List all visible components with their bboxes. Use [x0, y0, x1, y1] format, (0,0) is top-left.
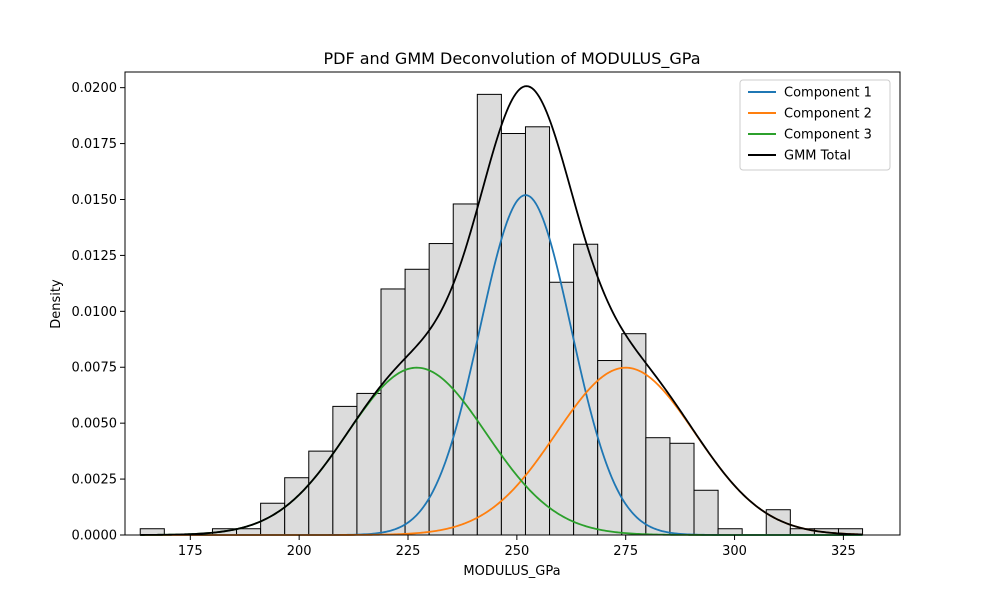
y-tick-label-4: 0.0100 — [72, 305, 118, 320]
y-tick-label-1: 0.0025 — [72, 473, 118, 488]
y-tick-label-3: 0.0075 — [72, 361, 118, 376]
histogram-bar-11 — [404, 268, 430, 536]
histogram-bar-24 — [717, 528, 743, 536]
x-tick-label-275: 275 — [613, 544, 638, 559]
y-axis-label: Density — [49, 279, 64, 329]
series-line-gmm-total — [140, 85, 863, 536]
histogram-bar-22 — [669, 442, 695, 536]
histogram-bar-23 — [693, 489, 719, 536]
histogram-bar-26 — [765, 509, 791, 536]
y-tick-label-5: 0.0125 — [72, 249, 118, 264]
x-tick-label-200: 200 — [287, 544, 312, 559]
histogram-bar-10 — [380, 288, 406, 536]
axes-frame — [124, 71, 901, 536]
histogram-bar-13 — [452, 203, 478, 536]
x-tick-label-225: 225 — [396, 544, 421, 559]
x-tick-label-175: 175 — [178, 544, 203, 559]
x-tick-label-300: 300 — [722, 544, 747, 559]
legend: Component 1 Component 2 Component 3 GMM Tot… — [739, 79, 891, 171]
y-tick-label-7: 0.0175 — [72, 137, 118, 152]
legend-label-1: Component 2 — [784, 107, 872, 122]
histogram-bar-15 — [500, 133, 526, 536]
axes: 175 200 225 250 275 300 325 0.0000 0.0025 0.0050 0… — [72, 71, 901, 559]
y-tick-label-6: 0.0150 — [72, 193, 118, 208]
y-tick-label-2: 0.0050 — [72, 417, 118, 432]
x-tick-label-250: 250 — [504, 544, 529, 559]
y-tick-label-8: 0.0200 — [72, 81, 118, 96]
legend-label-0: Component 1 — [784, 86, 872, 101]
legend-label-2: Component 3 — [784, 128, 872, 143]
y-tick-label-0: 0.0000 — [72, 529, 118, 544]
histogram-bar-6 — [284, 477, 310, 536]
x-axis-label: MODULUS_GPa — [463, 564, 560, 579]
legend-box — [739, 79, 891, 171]
histogram-bar-16 — [524, 126, 551, 536]
histogram-bar-7 — [308, 450, 334, 536]
chart-title: PDF and GMM Deconvolution of MODULUS_GPa — [323, 49, 700, 69]
plot-area — [139, 85, 864, 536]
histogram-bar-9 — [356, 392, 382, 536]
histogram-bar-4 — [236, 528, 262, 536]
histogram-bar-21 — [645, 437, 671, 536]
x-tick-label-325: 325 — [831, 544, 856, 559]
legend-label-3: GMM Total — [784, 149, 851, 164]
histogram-bar-14 — [476, 93, 502, 536]
